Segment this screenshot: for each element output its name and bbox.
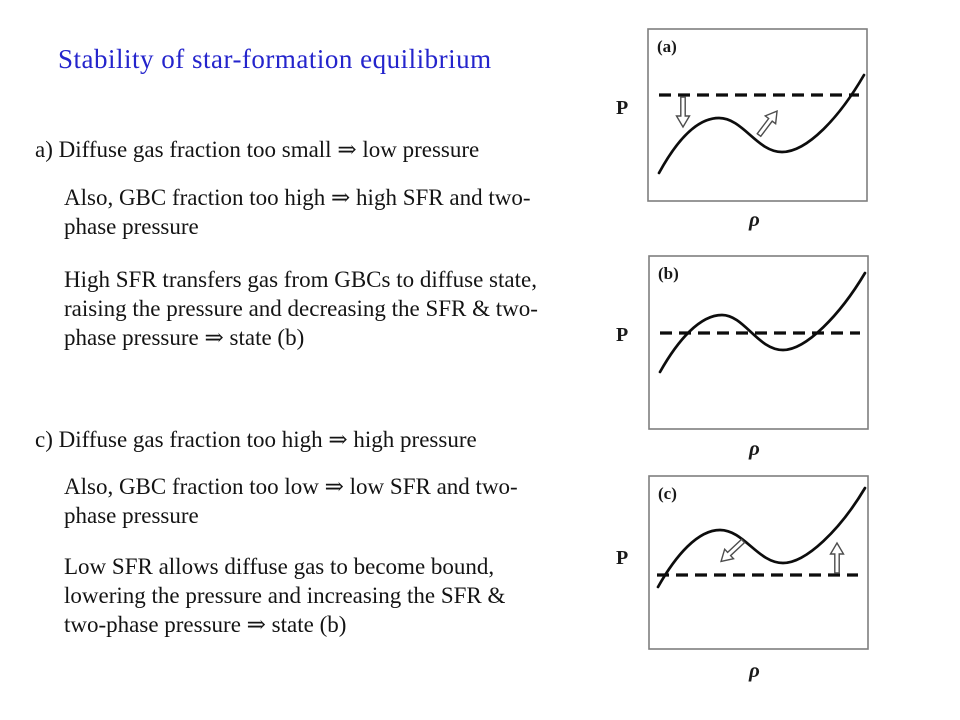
paragraph-a-sub2: High SFR transfers gas from GBCs to diff… bbox=[64, 265, 538, 352]
plot-a-svg: (a) bbox=[647, 28, 868, 202]
up-arrow-icon bbox=[829, 541, 845, 574]
plot-frame bbox=[648, 255, 869, 430]
panel-label-a: (a) bbox=[657, 37, 677, 56]
text-line: a) Diffuse gas fraction too small ⇒ low … bbox=[35, 137, 480, 162]
text-line: phase pressure bbox=[64, 503, 199, 528]
text-line: phase pressure ⇒ state (b) bbox=[64, 325, 305, 350]
text-line: phase pressure bbox=[64, 214, 199, 239]
paragraph-c-sub1: Also, GBC fraction too low ⇒ low SFR and… bbox=[64, 472, 518, 530]
y-axis-label-b: P bbox=[616, 324, 629, 346]
paragraph-c-sub2: Low SFR allows diffuse gas to become bou… bbox=[64, 552, 505, 639]
figure-panel-a: (a) bbox=[647, 28, 868, 207]
paragraph-a-sub1: Also, GBC fraction too high ⇒ high SFR a… bbox=[64, 183, 531, 241]
y-axis-label-c: P bbox=[616, 547, 629, 569]
text-line: Low SFR allows diffuse gas to become bou… bbox=[64, 554, 495, 579]
paragraph-a-lead: a) Diffuse gas fraction too small ⇒ low … bbox=[35, 135, 479, 164]
text-line: lowering the pressure and increasing the… bbox=[64, 583, 506, 608]
text-line: High SFR transfers gas from GBCs to diff… bbox=[64, 267, 537, 292]
pressure-density-curve bbox=[657, 73, 866, 175]
text-line: Also, GBC fraction too high ⇒ high SFR a… bbox=[64, 185, 531, 210]
down-left-arrow-icon bbox=[720, 538, 746, 563]
slide-title: Stability of star-formation equilibrium bbox=[58, 44, 492, 74]
figure-panel-c: (c) bbox=[648, 475, 869, 655]
up-right-arrow-icon bbox=[756, 109, 778, 138]
x-axis-label-c: ρ bbox=[749, 658, 760, 682]
plot-frame bbox=[648, 475, 869, 650]
x-axis-label-a: ρ bbox=[749, 207, 760, 231]
plot-c-svg: (c) bbox=[648, 475, 869, 650]
text-line: c) Diffuse gas fraction too high ⇒ high … bbox=[35, 427, 477, 452]
pressure-density-curve bbox=[658, 271, 867, 374]
y-axis-label-a: P bbox=[616, 97, 629, 119]
x-axis-label-b: ρ bbox=[749, 436, 760, 460]
figure-panel-b: (b) bbox=[648, 255, 869, 435]
plot-b-svg: (b) bbox=[648, 255, 869, 430]
down-arrow-icon bbox=[675, 96, 691, 129]
pressure-density-curve bbox=[656, 486, 867, 589]
panel-label-c: (c) bbox=[658, 484, 677, 503]
paragraph-c-lead: c) Diffuse gas fraction too high ⇒ high … bbox=[35, 425, 477, 454]
text-line: two-phase pressure ⇒ state (b) bbox=[64, 612, 347, 637]
panel-label-b: (b) bbox=[658, 264, 679, 283]
text-line: raising the pressure and decreasing the … bbox=[64, 296, 538, 321]
text-line: Also, GBC fraction too low ⇒ low SFR and… bbox=[64, 474, 518, 499]
